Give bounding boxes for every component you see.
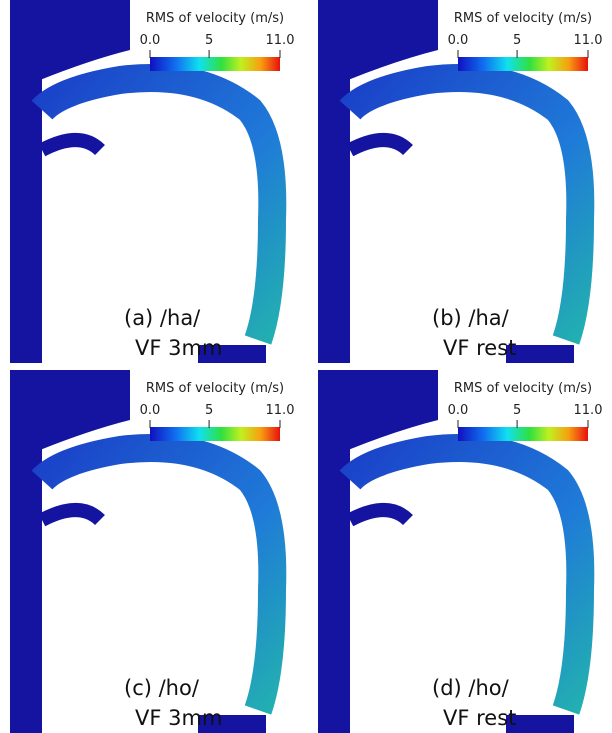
panel-label: (a) /ha/ [124,306,201,330]
airway [350,78,580,340]
panel-label: VF 3mm [135,706,222,730]
figure: RMS of velocity (m/s) 0.0 5 11.0 (a) /ha/VF … [0,0,612,733]
panel: RMS of velocity (m/s) 0.0 5 11.0 (c) /ho/VF … [10,370,294,733]
colorbar-title: RMS of velocity (m/s) [454,11,592,26]
panel-label: (d) /ho/ [432,676,510,700]
colorbar-tick-label: 0.0 [140,403,161,418]
airway-lower [42,140,100,150]
colorbar [458,427,588,441]
colorbar-tick-label: 11.0 [574,403,603,418]
colorbar-tick-label: 11.0 [266,33,295,48]
colorbar-tick-label: 0.0 [140,33,161,48]
airway-lower [350,140,408,150]
panel-label: (c) /ho/ [124,676,200,700]
colorbar-title: RMS of velocity (m/s) [146,11,284,26]
panel-label: (b) /ha/ [432,306,510,330]
tissue-left [10,0,42,363]
colorbar-tick-label: 11.0 [574,33,603,48]
colorbar-tick-label: 0.0 [448,33,469,48]
colorbar-tick-label: 5 [205,403,213,418]
tissue-left [318,0,350,363]
panel-label: VF rest [443,706,516,730]
airway [42,78,272,340]
colorbar [458,57,588,71]
panel-label: VF 3mm [135,336,222,360]
airway-lower [350,510,408,520]
panel: RMS of velocity (m/s) 0.0 5 11.0 (a) /ha/VF … [10,0,294,363]
colorbar-tick-label: 5 [205,33,213,48]
tissue-left [318,370,350,733]
colorbar-tick-label: 11.0 [266,403,295,418]
colorbar [150,57,280,71]
panel: RMS of velocity (m/s) 0.0 5 11.0 (d) /ho/VF … [318,370,602,733]
colorbar-tick-label: 5 [513,33,521,48]
airway-lower [42,510,100,520]
airway [350,448,580,710]
airway [42,448,272,710]
panel-label: VF rest [443,336,516,360]
colorbar-tick-label: 0.0 [448,403,469,418]
colorbar-title: RMS of velocity (m/s) [454,381,592,396]
colorbar [150,427,280,441]
panel: RMS of velocity (m/s) 0.0 5 11.0 (b) /ha/VF … [318,0,602,363]
tissue-left [10,370,42,733]
colorbar-tick-label: 5 [513,403,521,418]
colorbar-title: RMS of velocity (m/s) [146,381,284,396]
